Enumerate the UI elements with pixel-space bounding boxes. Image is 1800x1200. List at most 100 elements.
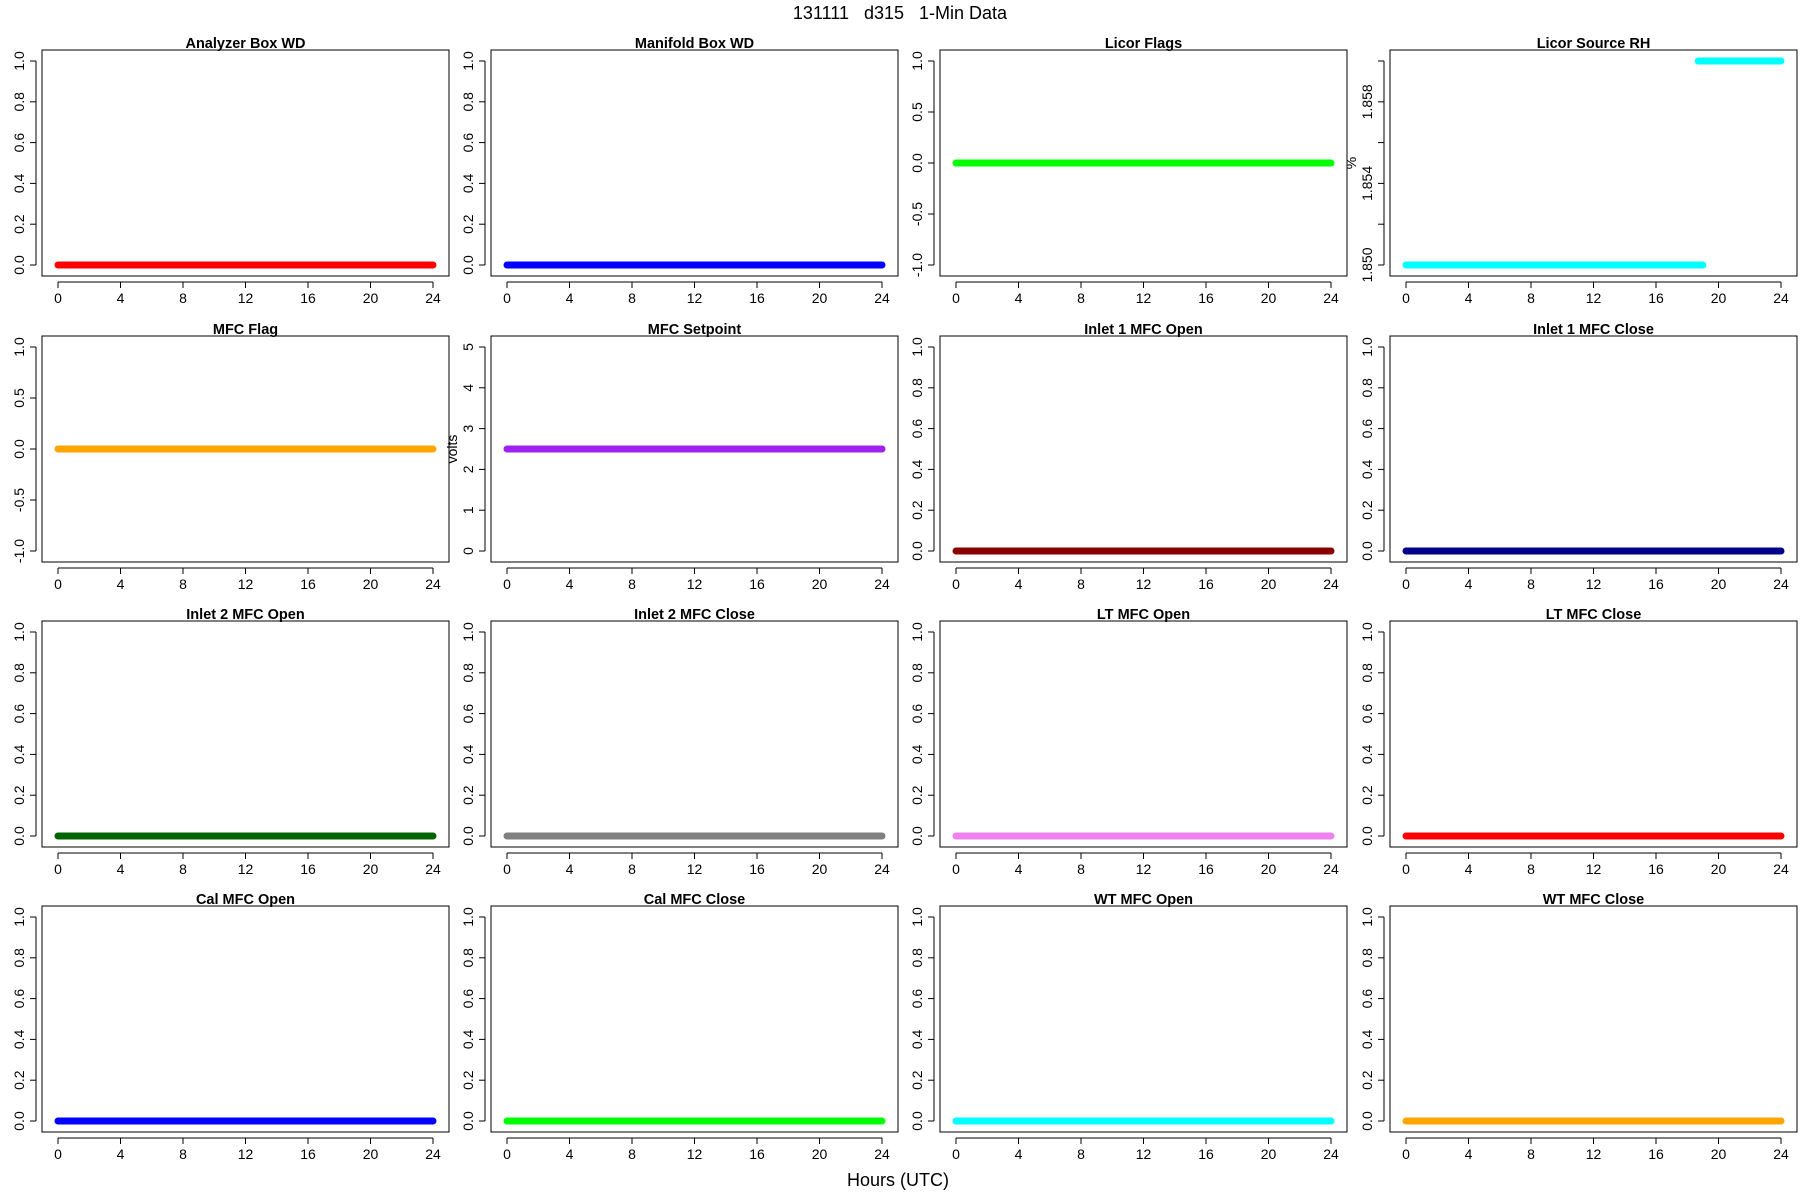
- y-tick-label: 0.4: [460, 744, 476, 764]
- chart-panel-2: Manifold Box WD 0 4 8 12 16 20 24 0.0 0.2 0.4 0.6 0.…: [460, 36, 899, 306]
- y-tick-label: 1.0: [11, 51, 27, 71]
- y-tick-label: 0.2: [909, 500, 925, 520]
- y-tick-label: 0.2: [11, 785, 27, 805]
- y-tick-label: 0.4: [11, 744, 27, 764]
- x-tick-label: 20: [1711, 1146, 1727, 1162]
- x-tick-label: 12: [1136, 1146, 1152, 1162]
- y-tick-label: 1.858: [1359, 84, 1375, 119]
- x-tick-label: 16: [1198, 576, 1214, 592]
- chart-panel-1: Analyzer Box WD 0 4 8 12 16 20 24 0.0 0.2 0.4 0.6 0.…: [11, 36, 450, 306]
- plot-frame: [1389, 620, 1798, 848]
- x-tick-label: 4: [566, 1146, 574, 1162]
- x-tick-label: 12: [1586, 290, 1602, 306]
- x-tick-label: 8: [1527, 1146, 1535, 1162]
- chart-panel-12: LT MFC Close 0 4 8 12 16 20 24 0.0 0.2 0.4 0.6 0.8 1.…: [1359, 607, 1798, 877]
- x-tick-label: 0: [1402, 1146, 1410, 1162]
- x-tick-label: 24: [1773, 290, 1789, 306]
- x-tick-label: 24: [425, 861, 441, 877]
- x-tick-label: 16: [1648, 861, 1664, 877]
- y-tick-label: 0.0: [11, 439, 27, 459]
- x-tick-label: 12: [1136, 290, 1152, 306]
- panel-title: Inlet 1 MFC Open: [1084, 322, 1202, 338]
- y-tick-label: 1.0: [1359, 622, 1375, 642]
- x-tick-label: 16: [300, 576, 316, 592]
- y-tick-label: 0.0: [460, 826, 476, 846]
- y-tick-label: 0.0: [460, 1111, 476, 1131]
- x-tick-label: 20: [363, 576, 379, 592]
- y-tick-label: 0.8: [460, 92, 476, 112]
- panel-title: WT MFC Open: [1094, 892, 1193, 908]
- x-tick-label: 0: [952, 1146, 960, 1162]
- x-tick-label: 8: [1527, 576, 1535, 592]
- y-tick-label: 0.0: [909, 826, 925, 846]
- panel-title: Inlet 1 MFC Close: [1533, 322, 1654, 338]
- x-tick-label: 24: [425, 290, 441, 306]
- y-tick-label: 0.4: [909, 1029, 925, 1049]
- x-tick-label: 0: [503, 1146, 511, 1162]
- chart-panel-7: Inlet 1 MFC Open 0 4 8 12 16 20 24 0.0 0.2 0.4 0.6 0…: [909, 322, 1348, 592]
- x-tick-label: 8: [1077, 576, 1085, 592]
- x-tick-label: 0: [1402, 290, 1410, 306]
- y-tick-label: 2: [460, 465, 476, 473]
- x-tick-label: 12: [1586, 861, 1602, 877]
- x-tick-label: 4: [566, 576, 574, 592]
- x-tick-label: 16: [749, 576, 765, 592]
- y-tick-label: 0.2: [460, 214, 476, 234]
- plot-frame: [490, 49, 899, 277]
- y-tick-label: 0.0: [11, 826, 27, 846]
- x-tick-label: 4: [1465, 576, 1473, 592]
- y-tick-label: 0: [460, 547, 476, 555]
- y-tick-label: 0.5: [909, 102, 925, 122]
- plot-frame: [939, 620, 1348, 848]
- panel-title: Licor Flags: [1105, 36, 1182, 52]
- x-tick-label: 8: [1527, 290, 1535, 306]
- y-tick-label: -0.5: [11, 488, 27, 512]
- y-tick-label: 0.2: [1359, 785, 1375, 805]
- panel-title: Analyzer Box WD: [185, 36, 305, 52]
- y-tick-label: 0.4: [11, 173, 27, 193]
- x-tick-label: 4: [1465, 861, 1473, 877]
- x-tick-label: 24: [1773, 861, 1789, 877]
- x-tick-label: 16: [1198, 290, 1214, 306]
- x-tick-label: 8: [179, 576, 187, 592]
- plot-frame: [41, 49, 450, 277]
- chart-panel-9: Inlet 2 MFC Open 0 4 8 12 16 20 24 0.0 0.2 0.4 0.6 0…: [11, 607, 450, 877]
- plot-frame: [1389, 905, 1798, 1133]
- chart-panel-16: WT MFC Close 0 4 8 12 16 20 24 0.0 0.2 0.4 0.6 0.8 1.…: [1359, 892, 1798, 1162]
- x-tick-label: 24: [1323, 861, 1339, 877]
- x-tick-label: 20: [363, 1146, 379, 1162]
- chart-panel-8: Inlet 1 MFC Close 0 4 8 12 16 20 24 0.0 0.2 0.4 0.6…: [1359, 322, 1798, 592]
- y-tick-label: 0.8: [1359, 663, 1375, 683]
- x-tick-label: 12: [1136, 576, 1152, 592]
- x-tick-label: 16: [1198, 1146, 1214, 1162]
- x-tick-label: 20: [812, 576, 828, 592]
- x-tick-label: 16: [749, 1146, 765, 1162]
- x-tick-label: 4: [117, 861, 125, 877]
- chart-panel-13: Cal MFC Open 0 4 8 12 16 20 24 0.0 0.2 0.4 0.6 0.8 1.…: [11, 892, 450, 1162]
- y-tick-label: 0.2: [1359, 500, 1375, 520]
- x-tick-label: 16: [1198, 861, 1214, 877]
- x-tick-label: 0: [54, 290, 62, 306]
- x-tick-label: 0: [952, 576, 960, 592]
- y-tick-label: 0.0: [11, 255, 27, 275]
- x-tick-label: 4: [1015, 576, 1023, 592]
- y-tick-label: 3: [460, 424, 476, 432]
- y-tick-label: 0.8: [909, 378, 925, 398]
- x-tick-label: 4: [1015, 1146, 1023, 1162]
- y-tick-label: 0.8: [1359, 948, 1375, 968]
- x-tick-label: 16: [1648, 1146, 1664, 1162]
- y-tick-label: 0.6: [11, 704, 27, 724]
- x-tick-label: 20: [1711, 576, 1727, 592]
- y-tick-label: 1.0: [1359, 907, 1375, 927]
- y-tick-label: 0.8: [909, 948, 925, 968]
- plot-frame: [490, 335, 899, 563]
- x-tick-label: 8: [1527, 861, 1535, 877]
- y-tick-label: 1.0: [11, 907, 27, 927]
- y-tick-label: 0.6: [11, 989, 27, 1009]
- x-tick-label: 12: [687, 861, 703, 877]
- y-tick-label: 1.850: [1359, 247, 1375, 282]
- x-tick-label: 24: [874, 290, 890, 306]
- y-tick-label: 0.6: [460, 704, 476, 724]
- plot-frame: [1389, 335, 1798, 563]
- x-tick-label: 4: [566, 861, 574, 877]
